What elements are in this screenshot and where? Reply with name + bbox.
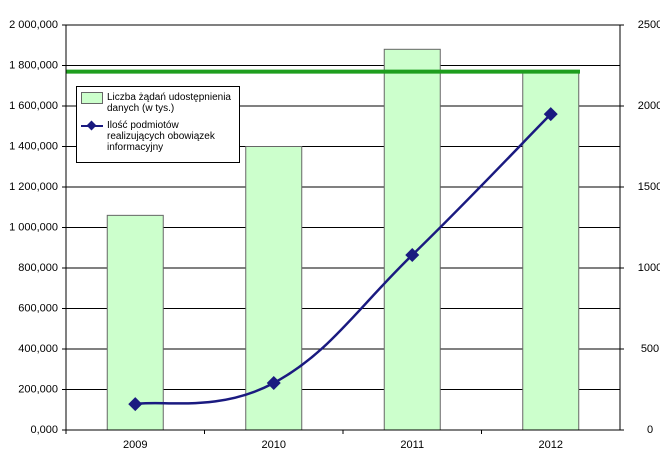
y-tick-label: 1 600,000: [9, 100, 58, 112]
legend-marker: [86, 120, 97, 131]
x-tick-label: 2011: [400, 439, 424, 451]
legend-swatch: [81, 120, 103, 132]
y2-tick-label: 2500: [638, 19, 660, 31]
y-tick-label: 2 000,000: [9, 19, 58, 31]
y2-tick-label: 2000: [638, 100, 660, 112]
x-tick-label: 2010: [262, 439, 286, 451]
x-tick-label: 2009: [123, 439, 147, 451]
marker: [405, 248, 420, 263]
y-tick-label: 600,000: [18, 302, 58, 314]
legend: Liczba żądań udostępnienia danych (w tys…: [76, 86, 240, 163]
y2-tick-label: 500: [641, 343, 659, 355]
y-tick-label: 400,000: [18, 343, 58, 355]
y-tick-label: 200,000: [18, 383, 58, 395]
x-tick-label: 2012: [539, 439, 563, 451]
marker: [128, 397, 143, 412]
legend-label: Ilość podmiotów realizujących obowiązek …: [107, 120, 215, 153]
y-tick-label: 1 400,000: [9, 140, 58, 152]
legend-swatch: [81, 92, 103, 104]
y-tick-label: 1 800,000: [9, 59, 58, 71]
y2-tick-label: 1000: [638, 262, 660, 274]
legend-entry: Liczba żądań udostępnienia danych (w tys…: [81, 92, 235, 114]
legend-label: Liczba żądań udostępnienia danych (w tys…: [107, 92, 231, 114]
bar: [383, 48, 441, 431]
y2-tick-label: 0: [647, 424, 653, 436]
marker: [543, 107, 558, 122]
y-tick-label: 0,000: [30, 424, 58, 436]
bar: [522, 71, 580, 431]
y2-tick-label: 1500: [638, 181, 660, 193]
y-tick-label: 1 200,000: [9, 181, 58, 193]
marker: [266, 376, 281, 391]
line: [135, 113, 552, 406]
legend-entry: Ilość podmiotów realizujących obowiązek …: [81, 120, 235, 153]
y-tick-label: 1 000,000: [9, 221, 58, 233]
y-tick-label: 800,000: [18, 262, 58, 274]
bar: [106, 214, 164, 431]
